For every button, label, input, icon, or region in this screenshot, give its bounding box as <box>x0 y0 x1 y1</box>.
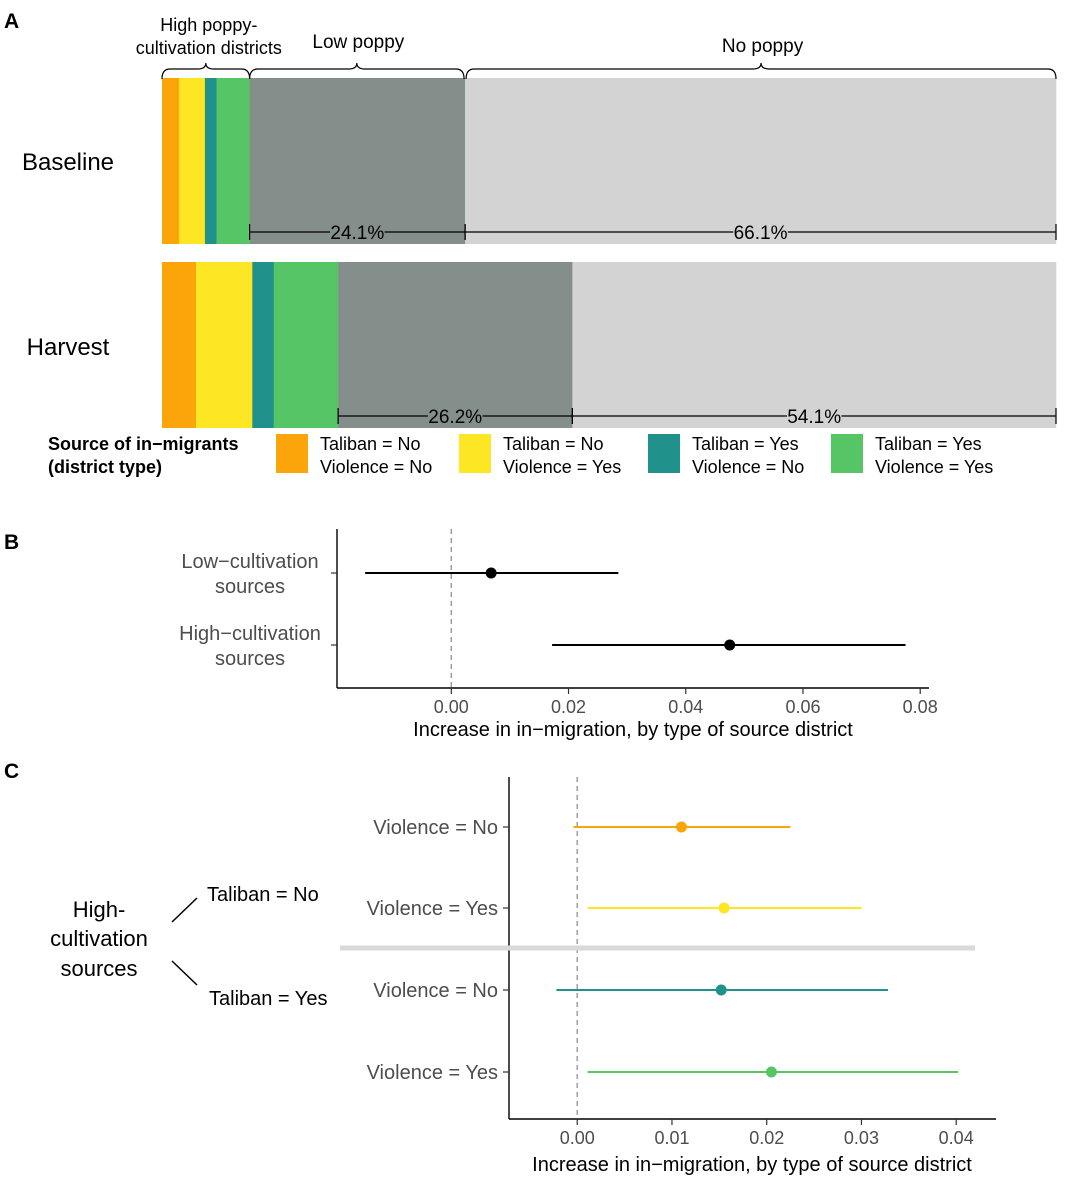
panel-c-branch-line-lower <box>171 960 198 986</box>
brace-no-poppy <box>465 62 1057 80</box>
panel-c-letter: C <box>4 760 19 783</box>
point-estimate <box>724 639 736 651</box>
x-tick-label: 0.04 <box>939 1128 974 1148</box>
bar-segment-taliban_no_violence_yes <box>178 78 206 244</box>
percent-annotation: 26.2% <box>428 407 482 428</box>
legend-label-line1: Taliban = No <box>320 434 421 454</box>
brace-high-poppy <box>161 62 251 80</box>
panel-c-group-label-line2: cultivation <box>50 926 148 951</box>
panel-b-letter: B <box>4 531 19 554</box>
point-estimate <box>715 984 727 996</box>
point-estimate <box>718 902 730 914</box>
bar-segment-low_poppy <box>249 78 466 244</box>
percent-annotation: 54.1% <box>787 407 841 428</box>
bar-segment-taliban_no_violence_no <box>162 78 180 244</box>
x-tick-label: 0.00 <box>434 697 469 717</box>
bar-segment-no_poppy <box>572 262 1057 428</box>
x-tick-label: 0.08 <box>903 697 938 717</box>
x-tick-label: 0.01 <box>654 1128 689 1148</box>
panel-c-branch-line-upper <box>171 897 198 923</box>
legend-label-line2: Violence = No <box>320 457 432 477</box>
legend-swatch-taliban_no_violence_no <box>276 434 308 473</box>
panel-b-x-axis-label: Increase in in−migration, by type of sou… <box>413 719 853 741</box>
group-label-no-poppy: No poppy <box>722 36 804 57</box>
panel-c-subgroup-taliban-no: Taliban = No <box>207 884 319 906</box>
x-tick-label: 0.00 <box>560 1128 595 1148</box>
bar-segment-taliban_no_violence_no <box>162 262 197 428</box>
bar-segment-taliban_yes_violence_yes <box>273 262 339 428</box>
point-estimate <box>485 567 497 579</box>
point-estimate <box>765 1066 777 1078</box>
bar-row-label: Baseline <box>22 149 114 176</box>
y-tick-label-line1: Low−cultivation <box>181 551 318 573</box>
legend-label-line2: Violence = No <box>692 457 804 477</box>
panel-c-x-axis-label: Increase in in−migration, by type of sou… <box>532 1154 972 1176</box>
x-tick-label: 0.02 <box>749 1128 784 1148</box>
panel-a-legend: Source of in−migrants (district type) Ta… <box>48 434 993 477</box>
x-tick-label: 0.06 <box>785 697 820 717</box>
bar-segment-taliban_no_violence_yes <box>195 262 253 428</box>
bar-segment-no_poppy <box>465 78 1057 244</box>
y-tick-label-line1: High−cultivation <box>179 623 321 645</box>
group-label-high-line1: High poppy- <box>160 15 257 35</box>
legend-title-line2: (district type) <box>48 457 162 477</box>
bar-row-label: Harvest <box>27 334 110 361</box>
group-label-high-line2: cultivation districts <box>136 38 282 58</box>
point-estimate <box>675 821 687 833</box>
panel-b-point-range: Increase in in−migration, by type of sou… <box>179 529 938 741</box>
x-tick-label: 0.02 <box>551 697 586 717</box>
panel-c-group-label-line3: sources <box>60 956 137 981</box>
y-tick-label: Violence = No <box>373 980 498 1002</box>
percent-annotation: 24.1% <box>330 223 384 244</box>
brace-low-poppy <box>249 62 465 80</box>
panel-c-group-label-line1: High- <box>73 897 126 922</box>
legend-label-line2: Violence = Yes <box>503 457 621 477</box>
legend-label-line1: Taliban = No <box>503 434 604 454</box>
legend-swatch-taliban_yes_violence_yes <box>831 434 863 473</box>
x-tick-label: 0.04 <box>668 697 703 717</box>
y-tick-label-line2: sources <box>215 648 285 670</box>
group-label-low-poppy: Low poppy <box>312 32 404 53</box>
bar-segment-taliban_yes_violence_no <box>204 78 217 244</box>
legend-label-line2: Violence = Yes <box>875 457 993 477</box>
panel-c-subgroup-taliban-yes: Taliban = Yes <box>209 988 327 1010</box>
y-tick-label: Violence = Yes <box>367 1062 498 1084</box>
y-tick-label: Violence = Yes <box>367 898 498 920</box>
legend-swatch-taliban_no_violence_yes <box>459 434 491 473</box>
panel-a-letter: A <box>4 10 19 33</box>
y-tick-label: Violence = No <box>373 817 498 839</box>
y-tick-label-line2: sources <box>215 576 285 598</box>
legend-label-line1: Taliban = Yes <box>875 434 982 454</box>
percent-annotation: 66.1% <box>734 223 788 244</box>
legend-label-line1: Taliban = Yes <box>692 434 799 454</box>
legend-swatch-taliban_yes_violence_no <box>648 434 680 473</box>
x-tick-label: 0.03 <box>844 1128 879 1148</box>
bar-segment-taliban_yes_violence_yes <box>216 78 250 244</box>
panel-a-stacked-bars: Baseline 24.1% 66.1% Harvest 26.2% 54.1% High … <box>22 15 1057 428</box>
bar-segment-low_poppy <box>338 262 573 428</box>
bar-segment-taliban_yes_violence_no <box>252 262 275 428</box>
legend-title-line1: Source of in−migrants <box>48 434 239 454</box>
panel-c-point-range: Increase in in−migration, by type of sou… <box>50 777 996 1176</box>
